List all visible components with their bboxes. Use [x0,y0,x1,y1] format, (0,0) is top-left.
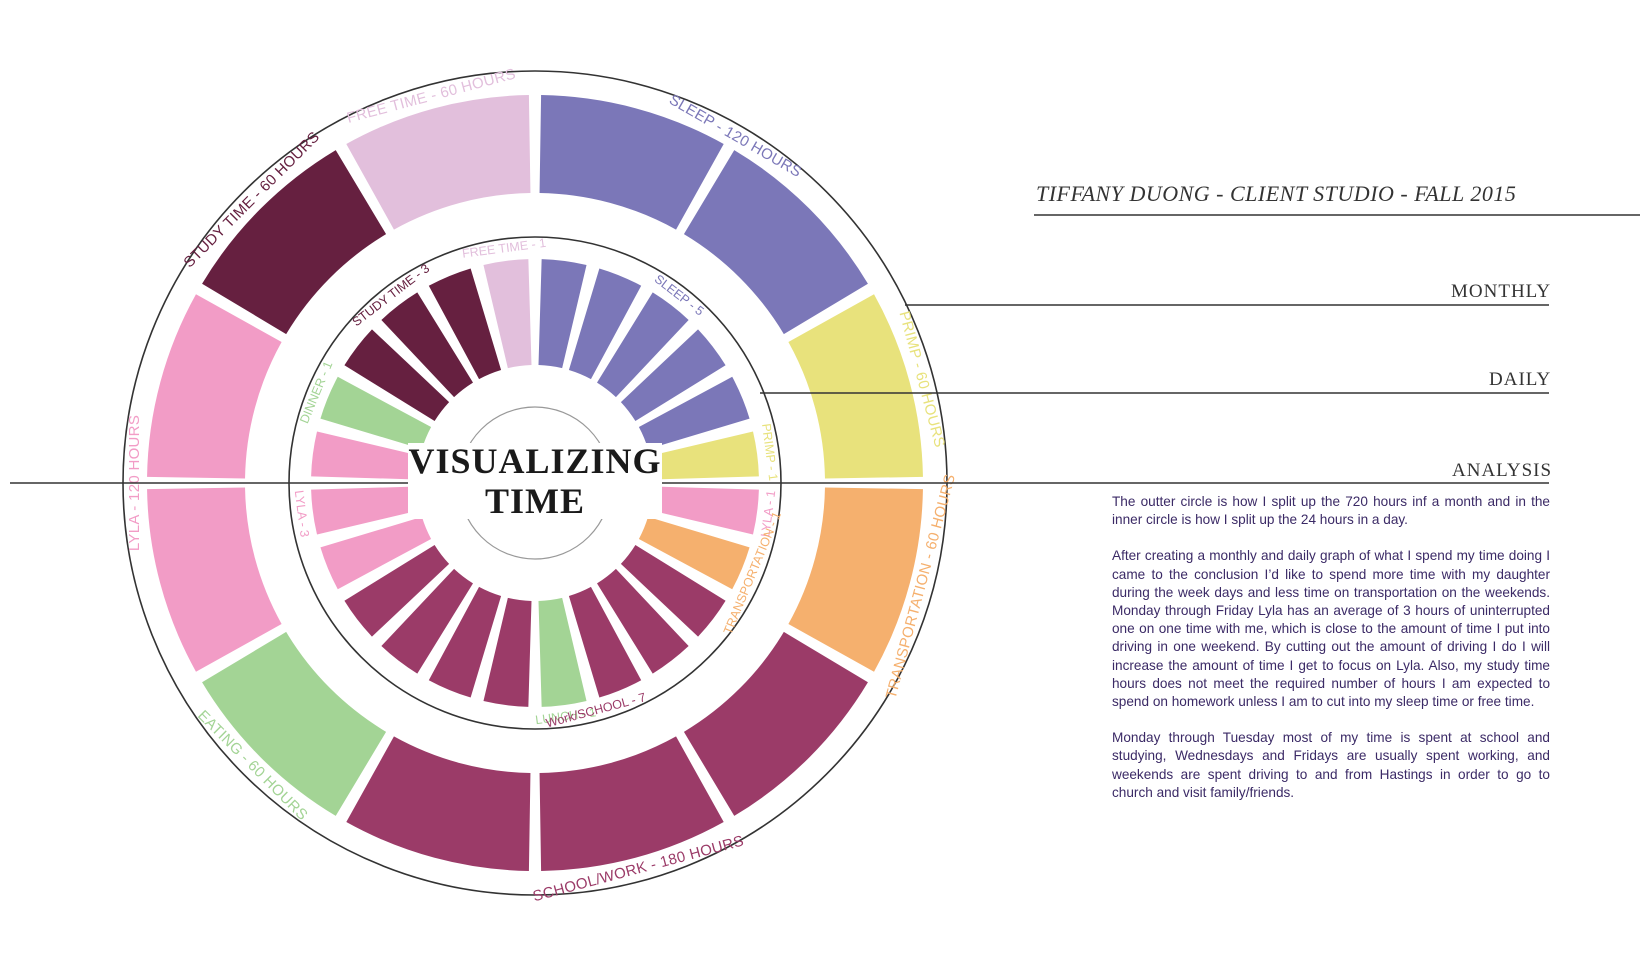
heading-analysis: ANALYSIS [1452,460,1553,481]
analysis-text: The outter circle is how I split up the … [1112,493,1550,820]
heading-monthly: MONTHLY [1451,281,1552,302]
inner-block-work-school-7-3 [381,568,473,674]
inner-block-work-school-2 [597,568,689,674]
heading-daily: DAILY [1489,369,1552,390]
inner-block-sleep-5-3 [597,292,689,398]
inner-label-primp-1: PRIMP - 1 [759,423,780,482]
center-title-line2: TIME [485,481,585,521]
inner-label-lyla-1: LYLA - 1 [758,489,778,537]
inner-block-lyla-3-1 [320,516,432,590]
inner-ring [311,259,759,707]
outer-block-transportation-60-hours-1 [788,487,923,672]
outer-block-sleep-120-hours-2 [683,150,868,335]
center-title-line1: VISUALIZING [408,441,661,481]
inner-block-work-school-1 [620,545,726,637]
inner-block-study-time-3-1 [344,329,450,421]
outer-block-lyla-120-hours-2 [147,294,282,479]
outer-block-school-work-180-hours-3 [346,736,531,871]
outer-block-eating-60-hours-1 [202,631,387,816]
inner-block-lunch-1-1 [538,597,587,707]
outer-block-lyla-120-hours-1 [147,487,282,672]
inner-block-lyla-3-3 [311,431,421,480]
inner-block-study-time-3-3 [428,268,502,380]
outer-block-school-work-180-hours-1 [683,631,868,816]
outer-block-primp-60-hours-1 [788,294,923,479]
outer-block-sleep-120-hours-1 [539,95,724,230]
analysis-paragraph-3: Monday through Tuesday most of my time i… [1112,730,1550,800]
inner-block-work-school-7-1 [483,597,532,707]
inner-block-work-school-7-2 [428,586,502,698]
inner-block-lyla-3-2 [311,486,421,535]
inner-block-lyla-1-1 [649,486,759,535]
inner-block-sleep-5-2 [568,268,642,380]
analysis-paragraph-2: After creating a monthly and daily graph… [1112,548,1550,710]
inner-block-work-school-3 [568,586,642,698]
inner-block-dinner-1-1 [320,376,432,450]
inner-block-transportation-1-1 [638,516,750,590]
inner-block-sleep-5-1 [538,259,587,369]
outer-block-school-work-180-hours-2 [539,736,724,871]
inner-block-sleep-5-4 [620,329,726,421]
inner-label-lyla-3: LYLA - 3 [292,489,312,537]
center-title-backing [408,443,662,519]
outer-block-free-time-60-hours-1 [346,95,531,230]
inner-block-sleep-5-5 [638,376,750,450]
inner-block-work-school-7-4 [344,545,450,637]
analysis-paragraph-1: The outter circle is how I split up the … [1112,494,1550,528]
inner-block-study-time-3-2 [381,292,473,398]
inner-block-free-time-1-1 [483,259,532,369]
inner-block-primp-1-1 [649,431,759,480]
outer-block-study-time-60-hours-1 [202,150,387,335]
outer-ring [147,95,923,871]
page-title: TIFFANY DUONG - CLIENT STUDIO - FALL 201… [1036,181,1517,206]
